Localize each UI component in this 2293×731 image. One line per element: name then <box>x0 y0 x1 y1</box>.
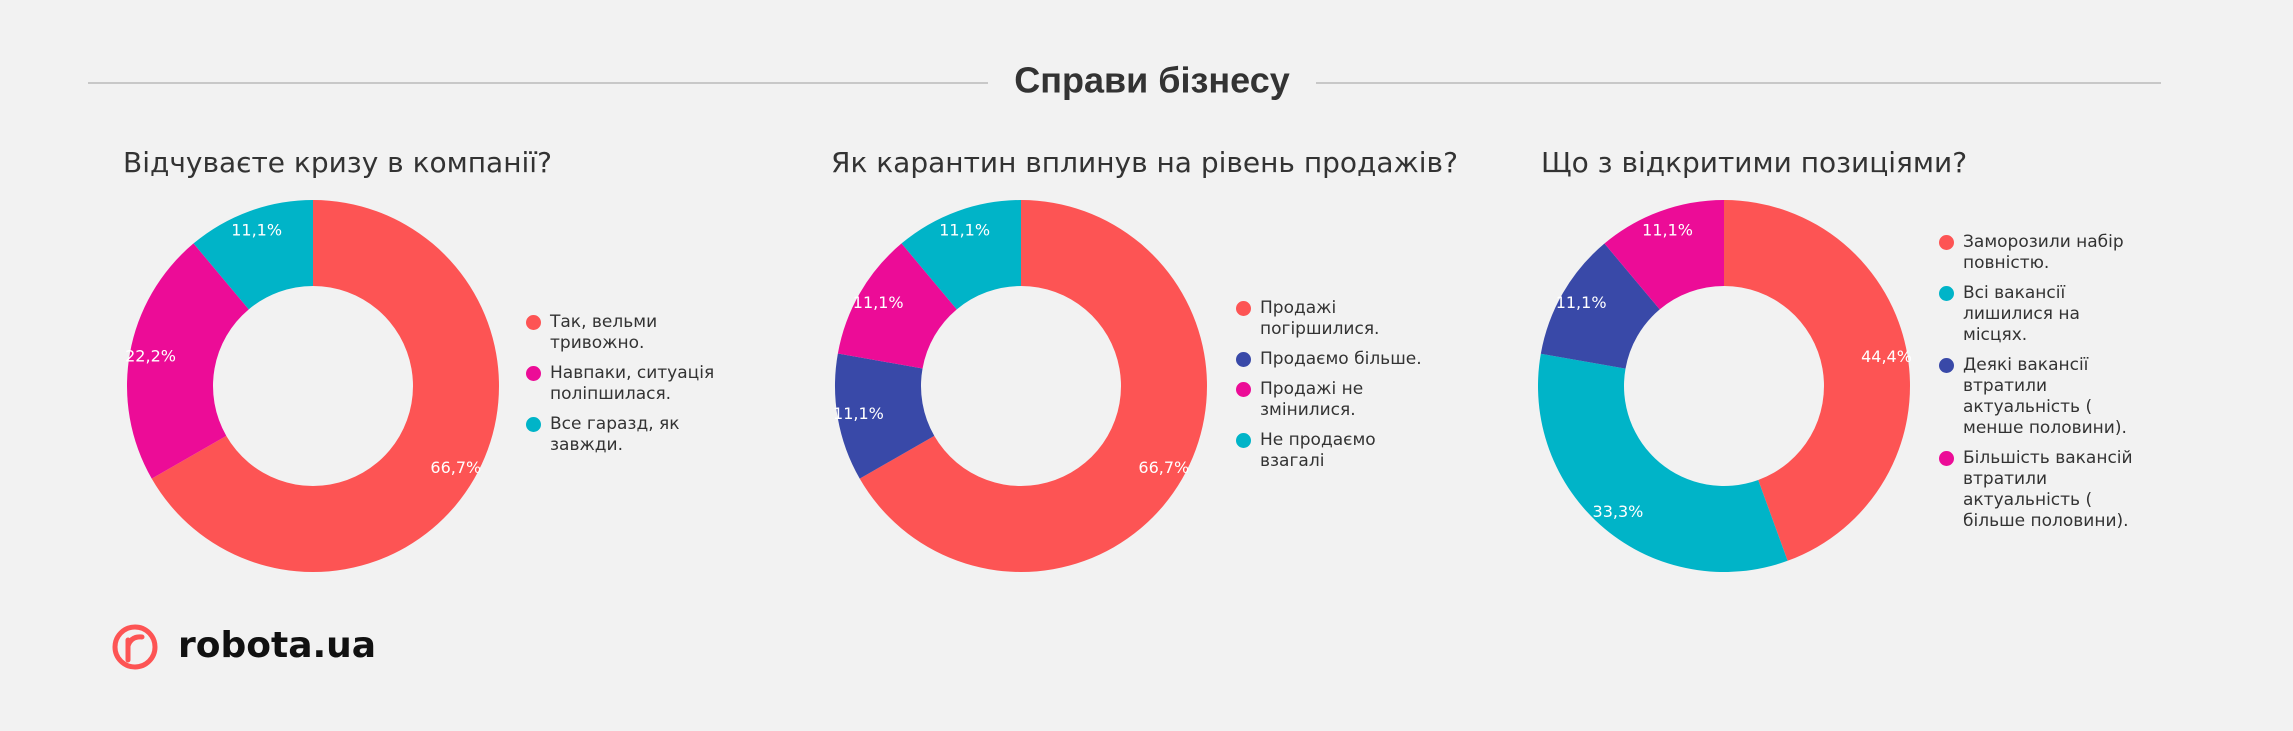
legend-label: Продажі не змінилися. <box>1260 379 1364 420</box>
legend-item: Продажі погіршилися. <box>1236 298 1436 340</box>
legend: Так, вельми тривожно. Навпаки, ситуація п… <box>526 312 726 465</box>
data-label: 11,1% <box>939 220 990 239</box>
legend-item: Більшість вакансій втратили актуальність… <box>1939 448 2139 532</box>
legend-label: Навпаки, ситуація поліпшилася. <box>550 363 715 404</box>
legend-swatch <box>1939 286 1954 301</box>
legend-label: Деякі вакансії втратили актуальність ( м… <box>1963 355 2127 438</box>
chart-title: Відчуваєте кризу в компанії? <box>123 146 552 179</box>
legend-label: Продажі погіршилися. <box>1260 298 1380 339</box>
legend-swatch <box>1939 358 1954 373</box>
donut-segment <box>837 243 957 369</box>
legend-item: Так, вельми тривожно. <box>526 312 726 354</box>
legend-swatch <box>1236 352 1251 367</box>
page-title: Справи бізнесу <box>1014 60 1289 101</box>
data-label: 11,1% <box>833 404 884 423</box>
data-label: 33,3% <box>1593 502 1644 521</box>
legend-label: Продаємо більше. <box>1260 349 1422 369</box>
legend-swatch <box>1236 433 1251 448</box>
data-label: 66,7% <box>1138 458 1189 477</box>
legend-label: Заморозили набір повністю. <box>1963 232 2124 273</box>
legend-swatch <box>1236 382 1251 397</box>
legend: Продажі погіршилися. Продаємо більше. Прод… <box>1236 298 1436 481</box>
donut-segment <box>1538 353 1788 572</box>
donut-segment <box>193 200 313 310</box>
logo-ring <box>112 624 158 670</box>
data-label: 66,7% <box>430 458 481 477</box>
legend-item: Все гаразд, як завжди. <box>526 414 726 456</box>
legend-label: Не продаємо взагалі <box>1260 430 1376 471</box>
data-label: 11,1% <box>1642 220 1693 239</box>
data-label: 11,1% <box>853 293 904 312</box>
legend-item: Деякі вакансії втратили актуальність ( м… <box>1939 355 2139 439</box>
legend-swatch <box>1939 451 1954 466</box>
legend-item: Не продаємо взагалі <box>1236 430 1436 472</box>
legend-swatch <box>1236 301 1251 316</box>
legend-item: Заморозили набір повністю. <box>1939 232 2139 274</box>
legend: Заморозили набір повністю. Всі вакансії л… <box>1939 232 2139 541</box>
legend-swatch <box>1939 235 1954 250</box>
logo-mark <box>125 634 145 663</box>
legend-item: Всі вакансії лишилися на місцях. <box>1939 283 2139 346</box>
legend-label: Все гаразд, як завжди. <box>550 414 680 455</box>
chart-title: Як карантин вплинув на рівень продажів? <box>831 146 1458 179</box>
donut-segment <box>859 200 1207 572</box>
donut-segment <box>126 243 249 479</box>
donut-segment <box>901 200 1021 310</box>
legend-label: Всі вакансії лишилися на місцях. <box>1963 283 2080 345</box>
donut-segment <box>151 200 500 572</box>
data-label: 11,1% <box>1556 293 1607 312</box>
legend-label: Так, вельми тривожно. <box>550 312 658 353</box>
brand: robota.ua <box>178 625 376 666</box>
data-label: 44,4% <box>1861 347 1912 366</box>
data-label: 11,1% <box>231 220 282 239</box>
donut-segment <box>1604 200 1724 310</box>
legend-swatch <box>526 315 541 330</box>
legend-label: Більшість вакансій втратили актуальність… <box>1963 448 2133 531</box>
donut-segment <box>1540 243 1660 369</box>
donut-segment <box>1724 200 1910 561</box>
legend-swatch <box>526 366 541 381</box>
donut-segment <box>834 353 935 479</box>
legend-item: Продажі не змінилися. <box>1236 379 1436 421</box>
data-label: 22,2% <box>125 347 176 366</box>
legend-item: Продаємо більше. <box>1236 349 1436 370</box>
legend-swatch <box>526 417 541 432</box>
legend-item: Навпаки, ситуація поліпшилася. <box>526 363 726 405</box>
chart-title: Що з відкритими позиціями? <box>1541 146 1967 179</box>
